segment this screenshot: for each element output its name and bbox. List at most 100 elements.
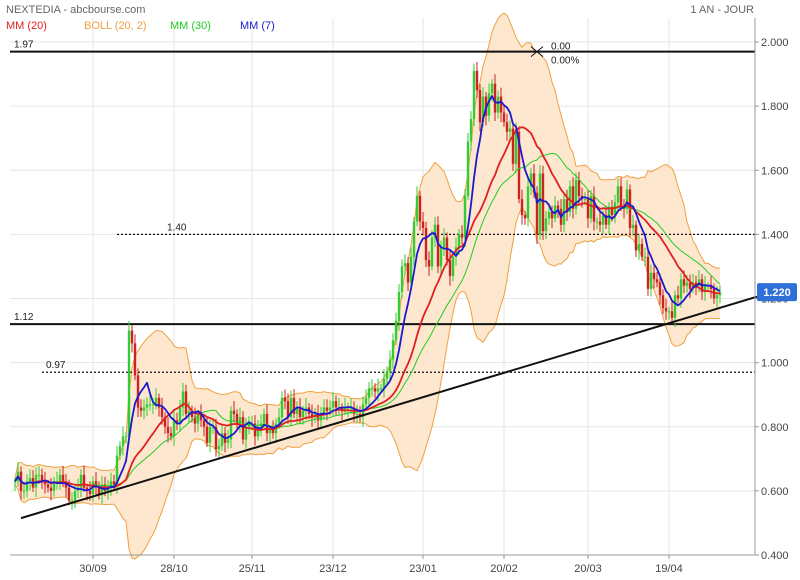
candle-body [136,375,140,408]
y-tick-label: 0.800 [761,422,789,434]
candle-body [88,490,92,495]
y-tick-label: 1.800 [761,101,789,113]
candle-body [619,186,623,206]
candle-body [286,401,290,418]
candle-body [97,487,101,495]
candle-body [448,260,452,277]
candle-body [346,407,350,409]
candle-body [421,221,425,228]
candle-body [481,96,485,123]
candle-body [670,311,674,318]
candle-body [130,330,134,344]
candle-body [400,266,404,293]
candle-body [61,474,65,482]
candle-body [424,227,428,261]
candle-body [634,224,638,251]
candle-body [175,420,179,424]
candle-body [301,410,305,418]
candle-body [328,407,332,411]
bollinger-upper [14,12,721,479]
candle-body [526,186,530,219]
candle-body [565,199,569,212]
candle-body [688,282,692,289]
candle-body [649,272,653,289]
candle-body [187,410,191,414]
candle-body [208,426,212,443]
candle-body [406,263,410,283]
y-tick-label: 0.600 [761,486,789,498]
candle-body [454,247,458,257]
candle-body [22,490,26,492]
candle-body [547,211,551,219]
candle-body [463,195,467,238]
candle-body [403,263,407,267]
legend-item: MM (20) [6,20,47,32]
candle-body [379,388,383,390]
candle-body [172,420,176,437]
candle-body [28,478,32,482]
legend-item: BOLL (20, 2) [84,20,147,32]
candle-body [697,279,701,286]
candle-body [322,407,326,414]
candle-body [469,118,473,142]
candle-body [376,388,380,392]
candle-body [478,90,482,123]
candle-body [664,308,668,312]
candle-body [409,256,413,283]
candle-body [508,128,512,132]
candle-body [709,285,713,289]
candle-body [82,474,86,488]
candle-body [310,413,314,418]
candle-body [292,397,296,414]
candle-body [511,128,515,164]
candle-body [535,192,539,235]
candle-body [271,429,275,434]
candle-body [142,407,146,411]
candle-body [238,417,242,424]
candle-body [49,487,53,491]
candle-body [436,224,440,267]
candle-body [163,417,167,427]
candle-body [211,426,215,428]
candle-body [592,195,596,222]
candle-body [415,195,419,222]
x-tick-label: 19/04 [655,563,683,575]
trendline [20,295,758,520]
candle-body [532,173,536,193]
candle-body [715,295,719,299]
candle-body [364,397,368,405]
candle-body [160,407,164,418]
candle-body [13,481,17,483]
candle-body [220,433,224,446]
candle-body [244,426,248,440]
y-tick-label: 1.000 [761,358,789,370]
candle-body [202,420,206,427]
candle-body [199,413,203,421]
candle-body [487,93,491,116]
candle-body [367,388,371,398]
candle-body [493,83,497,113]
y-tick-label: 0.400 [761,550,789,562]
x-tick-label: 23/01 [409,563,437,575]
candle-body [625,189,629,209]
candle-body [514,131,518,164]
candle-body [295,407,299,414]
candle-body [214,426,218,450]
y-tick-label: 2.000 [761,37,789,49]
annotation-value: 0.00 [551,42,571,53]
candle-body [544,218,548,232]
candle-body [457,234,461,248]
candle-body [325,407,329,411]
candle-body [133,343,137,376]
candle-body [577,179,581,196]
candle-body [583,199,587,201]
level-label-1-40: 1.40 [167,222,187,233]
candle-body [586,199,590,219]
candle-body [595,221,599,223]
candle-body [298,407,302,418]
candle-body [430,237,434,267]
x-tick-label: 20/03 [574,563,602,575]
candle-body [139,407,143,411]
candle-body [643,256,647,258]
